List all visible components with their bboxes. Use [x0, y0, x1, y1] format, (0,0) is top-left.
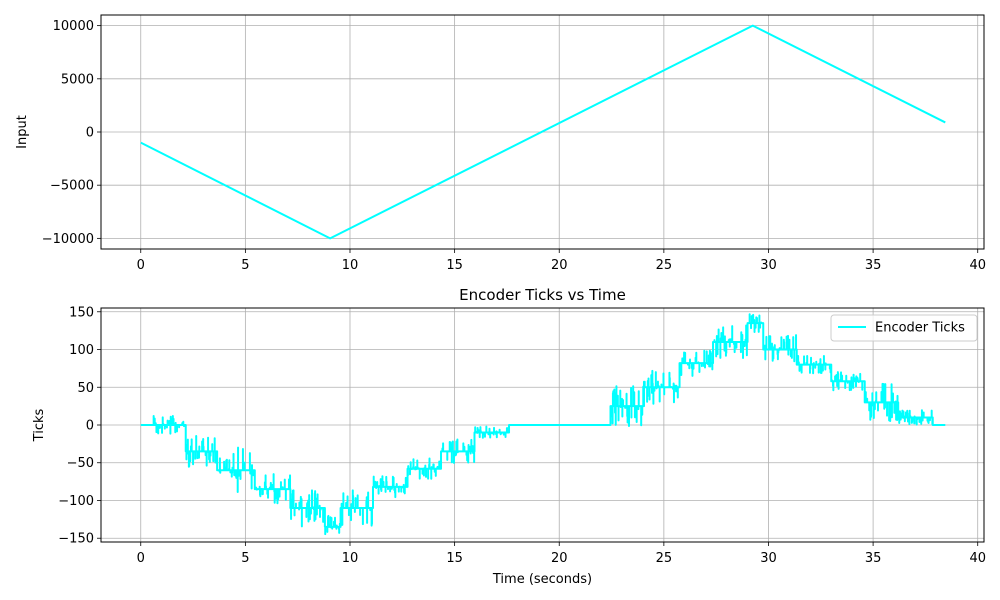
x-tick-label: 35	[865, 258, 882, 273]
y-tick-label: 0	[86, 126, 94, 141]
legend-box	[830, 314, 978, 342]
x-tick-label: 0	[137, 258, 145, 273]
legend: Encoder Ticks	[830, 314, 978, 342]
y-tick-label: −100	[58, 494, 94, 509]
y-tick-label: 0	[86, 419, 94, 434]
x-tick-label: 5	[241, 551, 249, 566]
legend-label: Encoder Ticks	[875, 321, 965, 336]
x-tick-label: 30	[760, 551, 777, 566]
chart-title: Encoder Ticks vs Time	[459, 286, 626, 304]
y-tick-label: 50	[77, 381, 94, 396]
x-tick-label: 35	[865, 551, 882, 566]
input-axes: 0 5 10 15 20 25 30 35 40 −10000 −5000 0 5000 10000 Inp…	[15, 14, 986, 273]
x-tick-label: 5	[241, 258, 249, 273]
x-tick-label: 10	[342, 551, 359, 566]
y-tick-label: 100	[69, 343, 94, 358]
y-tick-label: −10000	[42, 232, 94, 247]
y-tick-label: −5000	[50, 179, 94, 194]
series-line-encoder-ticks	[140, 313, 946, 536]
x-tick-label: 30	[760, 258, 777, 273]
x-tick-label: 40	[969, 258, 986, 273]
y-axis-label: Ticks	[32, 408, 47, 442]
y-tick-label: −50	[67, 456, 94, 471]
x-tick-label: 40	[969, 551, 986, 566]
x-tick-label: 0	[137, 551, 145, 566]
x-tick-label: 25	[656, 551, 673, 566]
y-tick-label: 150	[69, 305, 94, 320]
y-tick-label: 5000	[61, 72, 94, 87]
y-tick-label: 10000	[53, 19, 94, 34]
series-line-input	[140, 24, 946, 240]
x-tick-label: 10	[342, 258, 359, 273]
x-tick-label: 15	[446, 258, 463, 273]
encoder-ticks-axes: 0 5 10 15 20 25 30 35 40 −150 −100 −50 0 50 100 150 Tick…	[32, 286, 986, 587]
x-tick-label: 20	[551, 551, 568, 566]
y-axis-label: Input	[15, 115, 30, 149]
x-tick-label: 25	[656, 258, 673, 273]
x-tick-label: 20	[551, 258, 568, 273]
x-tick-label: 15	[446, 551, 463, 566]
x-axis-label: Time (seconds)	[492, 572, 592, 587]
y-tick-label: −150	[58, 532, 94, 547]
